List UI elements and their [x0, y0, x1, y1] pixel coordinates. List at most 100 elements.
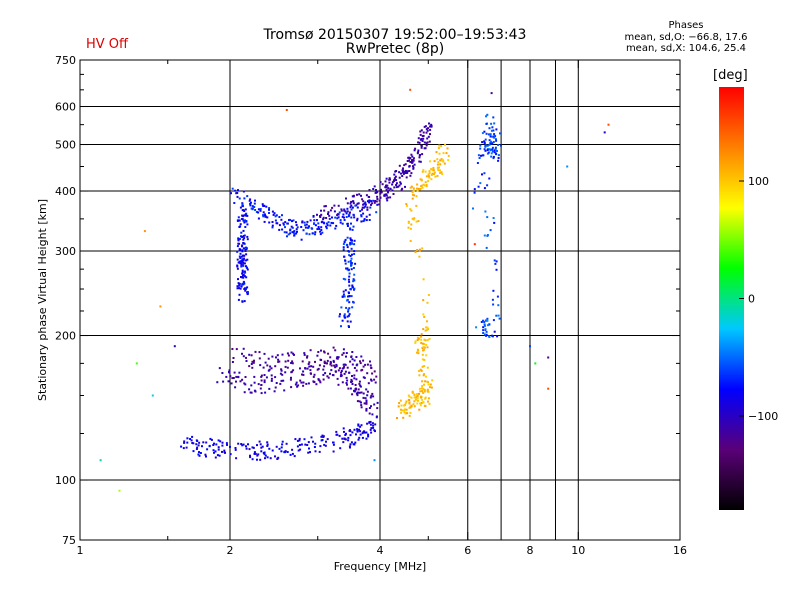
echo-point — [216, 381, 219, 384]
echo-point — [217, 439, 220, 442]
echo-point — [385, 194, 388, 197]
echo-point — [366, 422, 369, 425]
echo-point — [263, 453, 266, 456]
echo-point — [416, 393, 418, 396]
echo-point — [385, 189, 388, 191]
echo-point — [368, 407, 371, 409]
echo-point — [348, 313, 351, 316]
echo-point — [407, 222, 410, 224]
echo-point — [292, 231, 295, 234]
echo-point — [490, 122, 493, 125]
echo-point — [420, 333, 423, 336]
echo-point — [421, 358, 424, 361]
echo-point — [418, 160, 421, 163]
echo-point — [420, 338, 423, 341]
echo-point — [319, 445, 322, 448]
echo-point — [245, 253, 248, 256]
echo-point — [298, 444, 301, 446]
echo-point — [267, 369, 270, 372]
echo-point — [301, 360, 304, 363]
echo-point — [411, 190, 414, 193]
echo-point — [603, 131, 606, 134]
echo-point — [281, 440, 284, 443]
echo-point — [279, 372, 282, 375]
echo-point — [410, 396, 413, 399]
echo-point — [250, 363, 253, 365]
echo-point — [245, 247, 248, 250]
echo-point — [302, 384, 305, 387]
echo-point — [480, 154, 482, 157]
echo-point — [316, 354, 319, 357]
echo-point — [222, 380, 225, 383]
echo-point — [368, 189, 371, 191]
echo-point — [373, 201, 376, 204]
echo-point — [244, 289, 247, 292]
x-tick-label: 1 — [77, 544, 84, 557]
echo-point — [293, 233, 296, 236]
echo-point — [407, 156, 410, 159]
echo-point — [492, 319, 495, 322]
echo-point — [375, 189, 377, 191]
echo-point — [310, 436, 313, 439]
echo-point — [256, 454, 259, 457]
echo-point — [352, 225, 355, 228]
echo-point — [353, 243, 356, 246]
echo-point — [492, 150, 494, 153]
echo-point — [332, 443, 335, 446]
echo-point — [488, 323, 491, 326]
echo-point — [345, 197, 347, 200]
echo-point — [424, 397, 427, 400]
echo-point — [230, 382, 233, 385]
echo-point — [341, 222, 344, 225]
echo-point — [300, 381, 303, 384]
echo-point — [357, 388, 360, 391]
echo-point — [373, 378, 376, 381]
echo-point — [241, 209, 244, 212]
echo-point — [424, 339, 427, 342]
echo-point — [381, 183, 384, 186]
echo-point — [219, 440, 222, 443]
echo-point — [238, 226, 241, 228]
echo-point — [210, 438, 213, 441]
echo-point — [246, 268, 249, 271]
echo-point — [351, 286, 354, 289]
echo-point — [417, 349, 420, 352]
echo-point — [412, 165, 414, 168]
echo-point — [242, 238, 245, 241]
echo-point — [238, 283, 241, 286]
echo-point — [349, 255, 352, 257]
echo-point — [332, 360, 335, 363]
echo-point — [287, 359, 290, 362]
echo-point — [303, 438, 306, 441]
echo-point — [274, 215, 277, 218]
phase-stats-title: Phases — [668, 20, 704, 31]
echo-point — [340, 208, 343, 211]
echo-point — [365, 215, 368, 218]
echo-point — [359, 360, 361, 363]
echo-point — [242, 261, 245, 264]
echo-point — [267, 357, 270, 360]
echo-point — [347, 295, 349, 298]
echo-point — [408, 165, 411, 167]
echo-point — [259, 443, 262, 446]
echo-point — [408, 170, 411, 172]
echo-point — [366, 208, 369, 211]
echo-point — [394, 170, 397, 173]
echo-point — [346, 315, 349, 318]
echo-point — [331, 216, 333, 219]
echo-point — [405, 203, 408, 206]
echo-point — [424, 405, 427, 408]
echo-point — [296, 226, 299, 229]
echo-point — [398, 402, 401, 405]
echo-point — [260, 375, 263, 378]
echo-point — [343, 365, 346, 368]
echo-point — [239, 262, 242, 265]
echo-point — [408, 406, 411, 409]
echo-point — [365, 437, 368, 440]
echo-point — [303, 353, 306, 356]
echo-point — [305, 232, 308, 235]
echo-point — [236, 192, 239, 194]
echo-point — [497, 314, 500, 317]
